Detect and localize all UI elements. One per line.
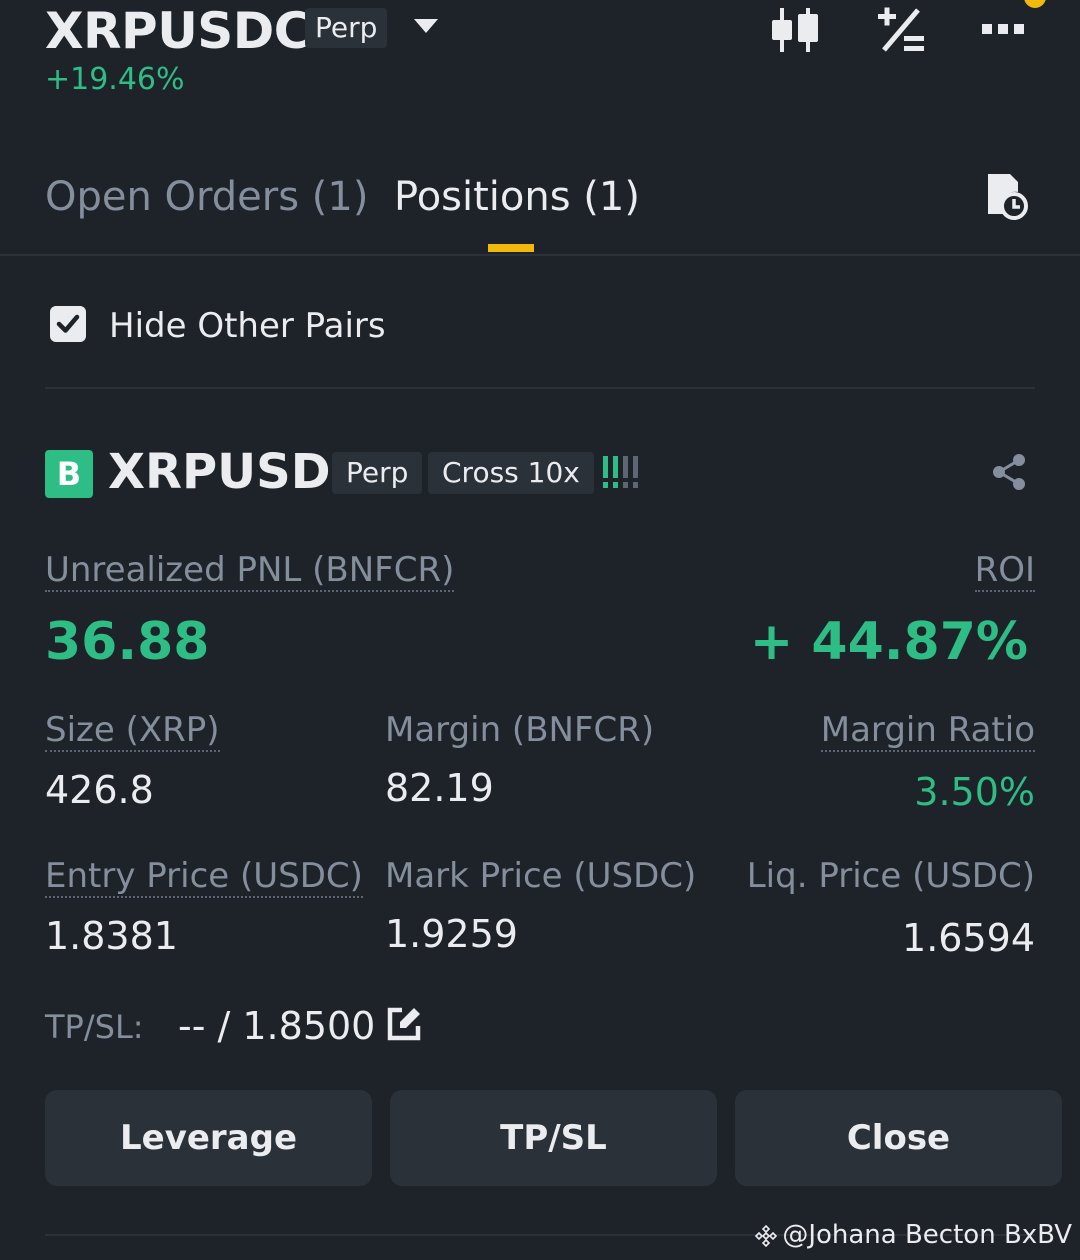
edit-icon[interactable] <box>386 1006 422 1042</box>
hide-other-pairs-label: Hide Other Pairs <box>109 306 386 346</box>
mark-price-label: Mark Price (USDC) <box>385 856 697 896</box>
margin-ratio-value: 3.50% <box>914 770 1035 814</box>
perp-tag: Perp <box>332 452 423 494</box>
watermark-text: @Johana Becton BxBV <box>782 1220 1072 1250</box>
size-value: 426.8 <box>45 768 154 812</box>
hide-other-pairs-checkbox[interactable] <box>50 306 86 342</box>
leverage-button[interactable]: Leverage <box>45 1090 372 1186</box>
mark-price-value: 1.9259 <box>385 912 518 956</box>
binance-logo-icon <box>755 1224 778 1247</box>
margin-ratio-label[interactable]: Margin Ratio <box>820 710 1035 752</box>
tab-open-orders[interactable]: Open Orders (1) <box>45 174 369 220</box>
margin-value: 82.19 <box>385 766 494 810</box>
tpsl-button[interactable]: TP/SL <box>390 1090 717 1186</box>
unrealized-pnl-label[interactable]: Unrealized PNL (BNFCR) <box>45 550 455 592</box>
notification-dot <box>1024 0 1046 8</box>
divider <box>45 1234 1035 1236</box>
tpsl-value: -- / 1.8500 <box>178 1004 376 1048</box>
perp-badge: Perp <box>305 8 388 48</box>
risk-level-icon <box>603 456 638 488</box>
divider <box>45 387 1035 389</box>
roi-label[interactable]: ROI <box>974 550 1035 592</box>
entry-price-label[interactable]: Entry Price (USDC) <box>45 856 363 898</box>
unrealized-pnl-value: 36.88 <box>45 612 210 672</box>
position-symbol: XRPUSDC <box>108 444 366 500</box>
caret-down-icon[interactable] <box>412 16 440 36</box>
active-tab-indicator <box>488 244 534 252</box>
candlestick-icon[interactable] <box>768 6 824 54</box>
order-tabs: Open Orders (1) Positions (1) <box>0 160 1080 256</box>
liq-price-value: 1.6594 <box>902 916 1035 960</box>
header: XRPUSDC Perp +19.46% <box>0 0 1080 130</box>
share-icon[interactable] <box>989 452 1029 492</box>
liq-price-label: Liq. Price (USDC) <box>746 856 1035 896</box>
history-icon[interactable] <box>980 170 1032 222</box>
tpsl-label: TP/SL: <box>45 1008 144 1046</box>
roi-value: + 44.87% <box>749 612 1028 672</box>
margin-mode-tag[interactable]: Cross 10x <box>428 452 594 494</box>
tab-positions[interactable]: Positions (1) <box>394 174 640 220</box>
close-position-button[interactable]: Close <box>735 1090 1062 1186</box>
position-header: B XRPUSDC Perp Cross 10x <box>45 444 1035 508</box>
symbol-title[interactable]: XRPUSDC <box>45 2 311 60</box>
side-badge: B <box>45 450 93 498</box>
price-change-percent: +19.46% <box>45 62 185 97</box>
checkmark-icon <box>56 314 80 333</box>
entry-price-value: 1.8381 <box>45 914 178 958</box>
calculator-icon[interactable] <box>874 6 930 54</box>
margin-label: Margin (BNFCR) <box>385 710 655 750</box>
watermark: @Johana Becton BxBV <box>754 1220 1072 1250</box>
more-icon[interactable] <box>978 6 1034 54</box>
size-label[interactable]: Size (XRP) <box>45 710 220 752</box>
